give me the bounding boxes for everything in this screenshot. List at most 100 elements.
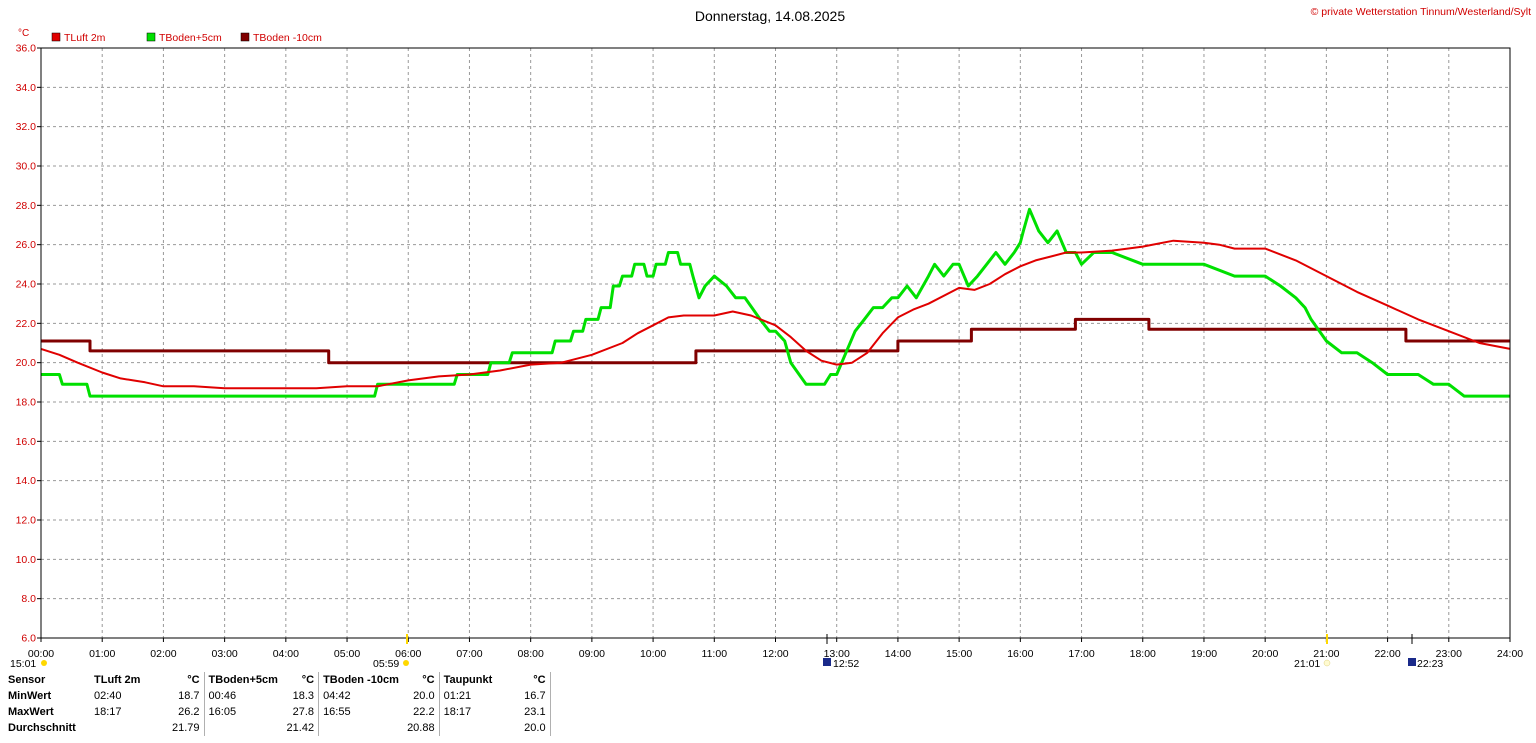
y-tick-label: 36.0 [16, 43, 37, 55]
legend-label: TLuft 2m [64, 32, 106, 44]
y-unit-label: °C [18, 28, 29, 39]
grid-lines [41, 48, 1510, 638]
series-lines [40, 207, 1511, 398]
moon-icon [823, 658, 831, 666]
stats-max-row: MaxWert 18:17 26.2 16:05 27.8 16:55 22.2… [4, 704, 551, 720]
col0-header: TLuft 2m [94, 674, 141, 686]
col3-avg: 20.0 [517, 720, 551, 736]
x-tick-label: 01:00 [89, 648, 115, 660]
stats-min-row: MinWert 02:40 18.7 00:46 18.3 04:42 20.0… [4, 688, 551, 704]
y-tick-label: 10.0 [16, 554, 37, 566]
sunrise-icon [403, 660, 409, 666]
chart-title: Donnerstag, 14.08.2025 [695, 8, 845, 24]
sun-icon [41, 660, 47, 666]
col1-max: 27.8 [292, 706, 315, 718]
col1-unit: °C [301, 674, 315, 686]
col0-avg-time [90, 720, 168, 736]
col2-max-time: 16:55 [318, 704, 404, 720]
col3-min: 16.7 [517, 688, 551, 704]
y-tick-label: 22.0 [16, 318, 37, 330]
series-line-2 [41, 317, 1510, 365]
y-tick-label: 8.0 [21, 593, 36, 605]
x-tick-label: 03:00 [211, 648, 237, 660]
stats-table: Sensor TLuft 2m °C TBoden+5cm °C TBoden … [4, 672, 551, 736]
y-tick-label: 24.0 [16, 279, 37, 291]
col2-header: TBoden -10cm [318, 672, 404, 688]
y-tick-label: 14.0 [16, 475, 37, 487]
plot-frame [40, 47, 1511, 639]
x-tick-label: 05:00 [334, 648, 360, 660]
x-tick-label: 11:00 [702, 648, 728, 660]
col1-header: TBoden+5cm [203, 672, 283, 688]
col2-avg: 20.88 [407, 722, 435, 734]
y-tick-label: 18.0 [16, 397, 37, 409]
y-tick-label: 32.0 [16, 121, 37, 133]
min-label: MinWert [8, 690, 52, 702]
legend-label: TBoden -10cm [253, 32, 322, 44]
y-tick-label: 34.0 [16, 82, 37, 94]
x-tick-label: 13:00 [824, 648, 850, 660]
moonset-label: 22:23 [1417, 658, 1443, 670]
legend-swatch [146, 32, 156, 42]
y-axis-ticks: 6.0 8.0 10.0 12.0 14.0 16.0 18.0 20.0 22.0 24.0 26… [16, 43, 41, 645]
x-tick-label: 09:00 [579, 648, 605, 660]
x-tick-label: 19:00 [1191, 648, 1217, 660]
sun-moon-markers: 15:01 05:59 12:52 21:01 22:23 [10, 634, 1443, 670]
col3-max: 23.1 [517, 704, 551, 720]
avg-label: Durchschnitt [8, 722, 76, 734]
col0-unit: °C [187, 674, 200, 686]
col0-max: 26.2 [178, 706, 200, 718]
col1-avg: 21.42 [286, 722, 315, 734]
col3-max-time: 18:17 [438, 704, 518, 720]
sensor-header: Sensor [8, 674, 46, 686]
sunrise-label: 05:59 [373, 658, 399, 670]
sunset-icon [1323, 659, 1331, 667]
x-tick-label: 23:00 [1436, 648, 1462, 660]
y-tick-label: 20.0 [16, 357, 37, 369]
y-tick-label: 12.0 [16, 515, 37, 527]
x-tick-label: 10:00 [640, 648, 666, 660]
col2-min-time: 04:42 [318, 688, 404, 704]
x-tick-label: 15:00 [946, 648, 972, 660]
col3-header: Taupunkt [438, 672, 518, 688]
col0-min-time: 02:40 [94, 690, 122, 702]
y-tick-label: 16.0 [16, 436, 37, 448]
col1-max-time: 16:05 [203, 704, 283, 720]
x-tick-label: 06:00 [395, 648, 421, 660]
x-tick-label: 16:00 [1007, 648, 1033, 660]
x-tick-label: 14:00 [885, 648, 911, 660]
y-tick-label: 26.0 [16, 239, 37, 251]
x-tick-label: 20:00 [1252, 648, 1278, 660]
col2-avg-time [318, 720, 404, 736]
x-tick-label: 00:00 [28, 648, 54, 660]
x-tick-label: 12:00 [762, 648, 788, 660]
col1-min: 18.3 [292, 690, 315, 702]
col0-min: 18.7 [178, 690, 200, 702]
col2-unit: °C [422, 674, 435, 686]
col3-avg-time [438, 720, 518, 736]
sunset-label: 21:01 [1294, 658, 1320, 670]
col2-max: 22.2 [413, 706, 435, 718]
col3-unit: °C [517, 672, 551, 688]
col3-min-time: 01:21 [438, 688, 518, 704]
col2-min: 20.0 [413, 690, 435, 702]
moonset-icon [1408, 658, 1416, 666]
x-tick-label: 24:00 [1497, 648, 1523, 660]
col0-max-time: 18:17 [94, 706, 122, 718]
stats-avg-row: Durchschnitt 21.79 21.42 20.88 20.0 [4, 720, 551, 736]
copyright-text: © private Wetterstation Tinnum/Westerlan… [1311, 6, 1531, 18]
stats-header-row: Sensor TLuft 2m °C TBoden+5cm °C TBoden … [4, 672, 551, 688]
y-tick-label: 28.0 [16, 200, 37, 212]
x-tick-label: 02:00 [150, 648, 176, 660]
x-tick-label: 04:00 [273, 648, 299, 660]
legend-swatch [240, 32, 250, 42]
left-time-label: 15:01 [10, 658, 36, 670]
col1-min-time: 00:46 [203, 688, 283, 704]
x-tick-label: 22:00 [1374, 648, 1400, 660]
legend: TLuft 2m TBoden+5cm TBoden -10cm [51, 32, 322, 44]
y-tick-label: 6.0 [21, 633, 36, 645]
x-tick-label: 21:00 [1313, 648, 1339, 660]
series-line-1 [41, 207, 1510, 398]
x-tick-label: 08:00 [518, 648, 544, 660]
x-axis-ticks: 00:00 01:00 02:00 03:00 04:00 05:00 06:00 07:00… [28, 638, 1523, 660]
